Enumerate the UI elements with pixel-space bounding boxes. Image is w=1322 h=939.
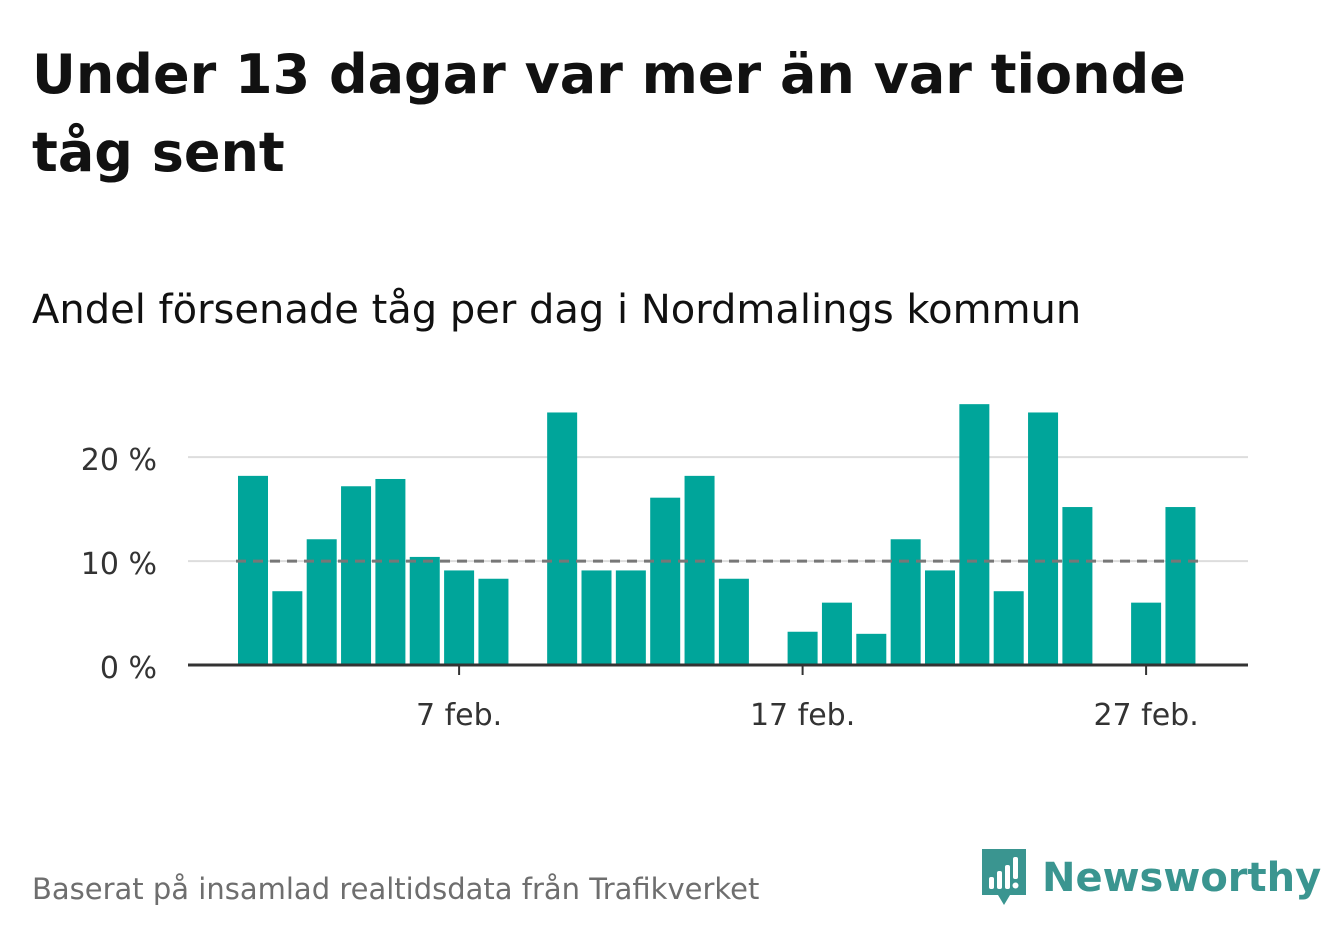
bar (890, 539, 921, 665)
x-tick-label: 17 feb. (750, 698, 855, 733)
bar (1062, 507, 1093, 665)
bar (478, 578, 509, 665)
bar (856, 633, 887, 665)
bar (787, 631, 818, 665)
bar (409, 556, 440, 665)
bar (238, 475, 268, 665)
bar (615, 570, 646, 665)
x-tick-label: 27 feb. (1093, 698, 1198, 733)
bar (341, 486, 372, 665)
newsworthy-logo-icon (982, 849, 1026, 905)
bar (375, 478, 406, 665)
bar (993, 591, 1024, 665)
brand-logo: Newsworthy (980, 846, 1321, 910)
bar (1165, 507, 1196, 665)
bar (821, 602, 852, 665)
y-tick-label: 20 % (81, 443, 157, 478)
bar (444, 570, 475, 665)
bar (684, 475, 715, 665)
bar (272, 591, 303, 665)
source-note: Baserat på insamlad realtidsdata från Tr… (32, 872, 760, 906)
bar (1028, 412, 1059, 665)
x-tick-label: 7 feb. (416, 698, 502, 733)
y-tick-label: 10 % (81, 547, 157, 582)
bar (306, 539, 337, 665)
chart-title: Under 13 dagar var mer än var tionde tåg… (32, 43, 1186, 184)
bar-chart: 0 % 10 % 20 % 7 feb. 17 feb. 27 feb. (81, 404, 1248, 733)
chart-subtitle: Andel försenade tåg per dag i Nordmaling… (32, 287, 1082, 333)
bar (959, 404, 990, 665)
bar (581, 570, 612, 665)
bars (238, 404, 1196, 665)
bar (925, 570, 955, 665)
bar (650, 497, 681, 665)
y-tick-label: 0 % (100, 651, 157, 686)
bar (718, 578, 749, 665)
brand-name: Newsworthy (1042, 855, 1322, 901)
bar (1131, 602, 1162, 665)
axes: 0 % 10 % 20 % 7 feb. 17 feb. 27 feb. (81, 443, 1248, 733)
bar (547, 412, 578, 665)
